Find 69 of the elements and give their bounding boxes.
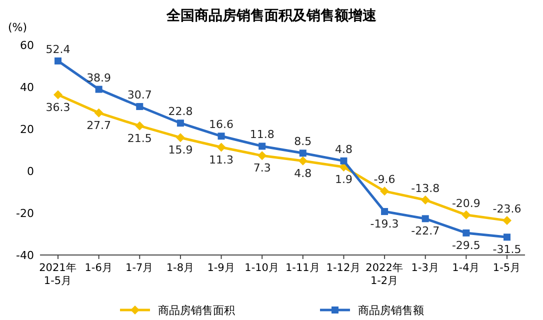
point: [54, 90, 62, 100]
data-label: 21.5: [127, 132, 152, 145]
data-label: 1.9: [334, 173, 352, 186]
data-label: -19.3: [370, 218, 399, 231]
point: [298, 156, 308, 166]
y-tick-label: -20: [16, 207, 34, 220]
data-label: -9.6: [374, 173, 396, 186]
x-tick-label: 1-12月: [326, 262, 362, 274]
legend-label: 商品房销售面积: [158, 304, 235, 317]
y-tick-label: -40: [16, 249, 34, 262]
point: [176, 120, 184, 127]
point: [502, 216, 512, 226]
y-axis-title: (%): [8, 21, 28, 34]
data-label: 7.3: [253, 162, 271, 175]
point: [218, 132, 225, 140]
point: [258, 142, 266, 150]
data-label: 4.8: [294, 166, 312, 180]
data-label: 16.6: [209, 118, 234, 132]
x-tick-label: 1-7月: [126, 262, 154, 274]
point: [504, 234, 510, 241]
point: [258, 151, 267, 160]
data-label: -23.6: [492, 202, 522, 216]
point: [462, 210, 471, 220]
point: [422, 215, 429, 222]
legend-label: 商品房销售额: [358, 304, 424, 317]
point: [381, 208, 388, 216]
x-tick-label: 1-11月: [285, 262, 320, 274]
data-label: 27.7: [86, 118, 112, 132]
point: [135, 121, 144, 130]
point: [420, 195, 430, 204]
x-tick-label: 1-10月: [244, 262, 280, 274]
y-tick-label: 40: [20, 81, 34, 94]
data-label: 11.8: [250, 128, 274, 142]
data-label: -29.5: [452, 238, 480, 252]
x-tick-label: 1-8月: [166, 262, 195, 274]
data-label: -20.9: [452, 196, 480, 210]
data-label: -31.5: [492, 243, 522, 256]
point: [136, 103, 144, 110]
point: [380, 186, 390, 196]
x-tick-label: 1-4月: [452, 262, 480, 274]
data-label: 38.9: [86, 71, 112, 84]
x-tick-label: 2022年 1-2月: [366, 262, 404, 287]
data-label: 11.3: [209, 153, 234, 166]
point: [340, 157, 348, 164]
data-label: -13.8: [411, 182, 440, 195]
data-label: 4.8: [334, 142, 352, 156]
y-tick-label: 0: [27, 165, 34, 178]
data-label: 22.8: [168, 105, 193, 118]
point: [462, 229, 470, 236]
x-tick-label: 1-3月: [411, 262, 440, 274]
point: [216, 142, 226, 152]
y-tick-label: 20: [20, 123, 34, 136]
data-label: -22.7: [411, 224, 440, 238]
point: [95, 86, 102, 93]
data-label: 15.9: [168, 144, 193, 157]
x-tick-label: 1-5月: [492, 262, 522, 274]
point: [299, 150, 306, 157]
point: [94, 108, 104, 118]
point: [54, 57, 62, 64]
x-tick-label: 1-9月: [207, 262, 236, 274]
data-label: 8.5: [294, 135, 312, 148]
point: [176, 133, 185, 142]
data-label: 36.3: [46, 100, 70, 114]
data-label: 52.4: [46, 42, 70, 56]
chart-title: 全国商品房销售面积及销售额增速: [166, 7, 378, 24]
x-tick-label: 2021年 1-5月: [39, 262, 77, 287]
data-label: 30.7: [127, 88, 152, 102]
x-tick-label: 1-6月: [84, 262, 113, 274]
y-tick-label: 60: [20, 39, 34, 52]
